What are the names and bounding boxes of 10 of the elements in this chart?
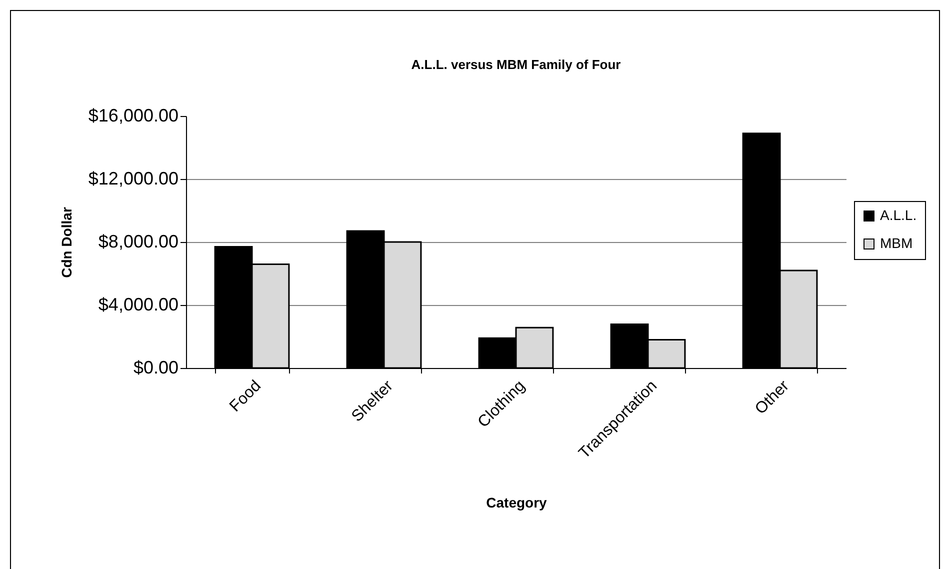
y-tick-label: $12,000.00 [88, 168, 178, 188]
x-axis-title: Category [486, 494, 548, 510]
legend-label: A.L.L. [880, 207, 917, 223]
y-axis-title: Cdn Dollar [58, 206, 74, 278]
y-tick-label: $4,000.00 [98, 294, 178, 314]
y-tick-label: $16,000.00 [88, 106, 178, 126]
y-tick-label: $8,000.00 [98, 232, 178, 252]
legend-label: MBM [880, 235, 913, 251]
chart-title: A.L.L. versus MBM Family of Four [411, 57, 621, 72]
y-tick-label: $0.00 [133, 358, 178, 378]
